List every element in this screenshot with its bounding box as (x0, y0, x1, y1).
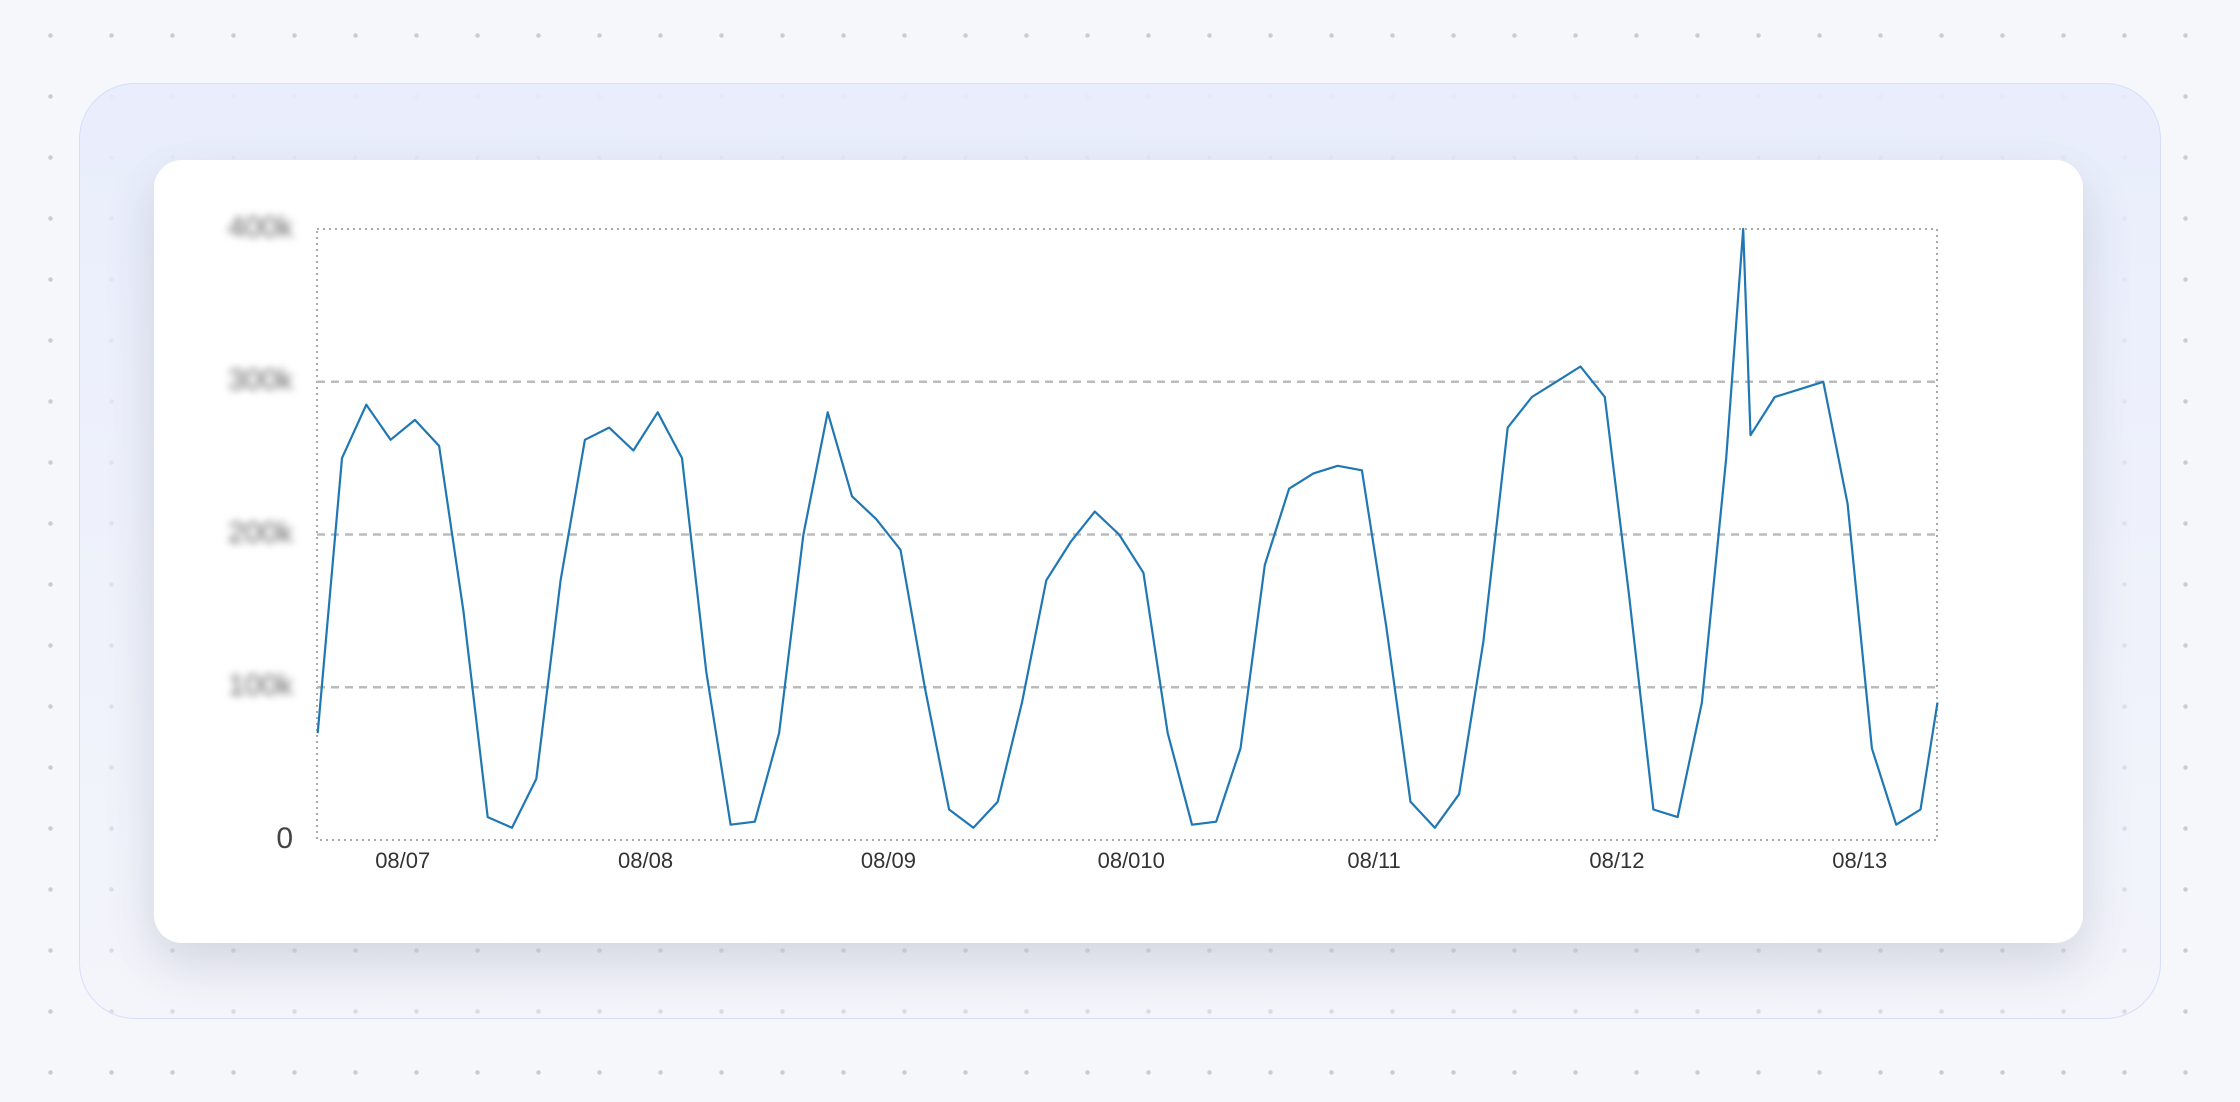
chart-card (154, 160, 2083, 943)
plot-border (316, 228, 1938, 841)
x-tick-label: 08/08 (618, 848, 673, 873)
x-tick-label: 08/09 (861, 848, 916, 873)
y-tick-label: 300k (228, 364, 294, 397)
y-tick-label: 200k (228, 516, 294, 549)
x-tick-label: 08/07 (375, 848, 430, 873)
x-tick-label: 08/12 (1589, 848, 1644, 873)
y-tick-label: 400k (228, 211, 294, 244)
x-tick-label: 08/010 (1098, 848, 1165, 873)
y-tick-label: 100k (228, 669, 294, 702)
x-tick-label: 08/11 (1347, 848, 1400, 873)
x-tick-label: 08/13 (1832, 848, 1887, 873)
y-tick-label: 0 (276, 822, 293, 855)
data-line (316, 227, 1939, 829)
